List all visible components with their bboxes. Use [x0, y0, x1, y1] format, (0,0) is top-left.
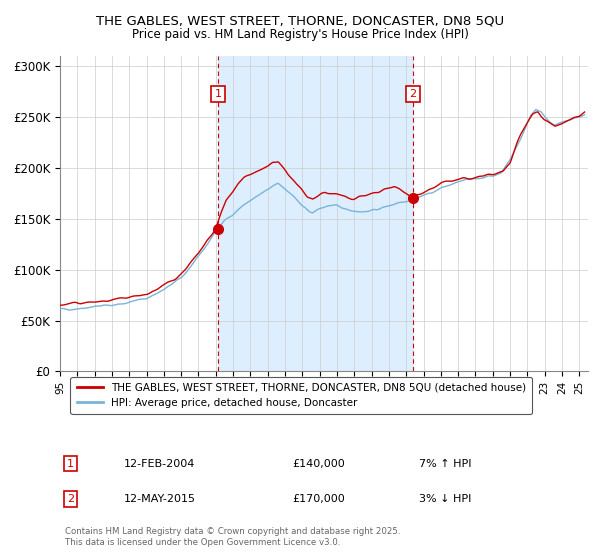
Text: Price paid vs. HM Land Registry's House Price Index (HPI): Price paid vs. HM Land Registry's House … — [131, 28, 469, 41]
Text: £170,000: £170,000 — [292, 494, 345, 504]
Bar — [218, 56, 413, 371]
Text: 2: 2 — [409, 89, 416, 99]
Text: 12-MAY-2015: 12-MAY-2015 — [124, 494, 196, 504]
Text: 1: 1 — [67, 459, 74, 469]
Text: Contains HM Land Registry data © Crown copyright and database right 2025.: Contains HM Land Registry data © Crown c… — [65, 526, 401, 535]
Text: This data is licensed under the Open Government Licence v3.0.: This data is licensed under the Open Gov… — [65, 538, 341, 547]
Text: 3% ↓ HPI: 3% ↓ HPI — [419, 494, 472, 504]
Text: THE GABLES, WEST STREET, THORNE, DONCASTER, DN8 5QU: THE GABLES, WEST STREET, THORNE, DONCAST… — [96, 14, 504, 27]
Text: 7% ↑ HPI: 7% ↑ HPI — [419, 459, 472, 469]
Legend: THE GABLES, WEST STREET, THORNE, DONCASTER, DN8 5QU (detached house), HPI: Avera: THE GABLES, WEST STREET, THORNE, DONCAST… — [70, 377, 532, 414]
Text: £140,000: £140,000 — [292, 459, 345, 469]
Text: 1: 1 — [214, 89, 221, 99]
Text: 12-FEB-2004: 12-FEB-2004 — [124, 459, 195, 469]
Text: 2: 2 — [67, 494, 74, 504]
